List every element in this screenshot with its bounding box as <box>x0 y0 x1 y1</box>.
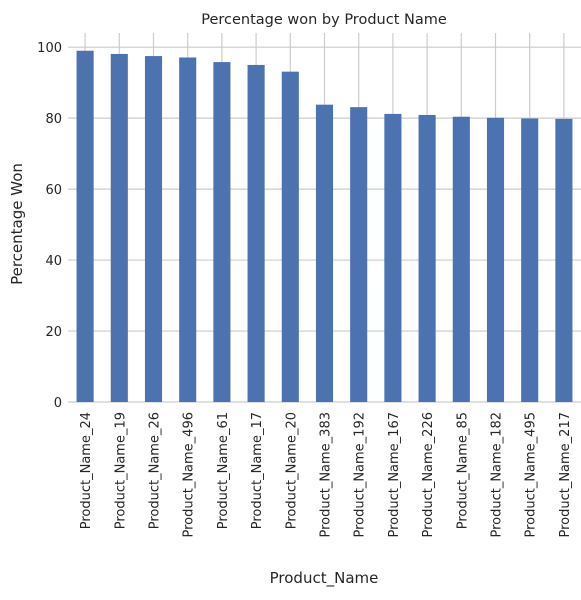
bars <box>76 50 573 403</box>
bar <box>315 104 334 403</box>
y-tick-labels: 0 20 40 60 80 100 <box>37 41 62 411</box>
bar <box>418 114 436 403</box>
bar <box>213 62 231 402</box>
x-axis-title: Product_Name <box>270 569 379 588</box>
chart-title: Percentage won by Product Name <box>201 12 447 28</box>
x-tick-label: Product_Name_20 <box>284 412 299 529</box>
x-tick-label: Product_Name_26 <box>148 412 163 529</box>
bar <box>247 64 265 403</box>
bar <box>179 57 197 403</box>
bar <box>486 117 505 402</box>
x-tick-label: Product_Name_383 <box>319 412 334 538</box>
x-tick-label: Product_Name_167 <box>387 412 402 538</box>
y-tick-label: 100 <box>37 41 62 56</box>
x-tick-label: Product_Name_192 <box>353 412 368 538</box>
y-tick-label: 20 <box>45 325 62 340</box>
bar <box>144 56 163 402</box>
x-tick-label: Product_Name_217 <box>558 412 573 538</box>
x-tick-labels: Product_Name_24 Product_Name_19 Product_Na… <box>79 412 573 538</box>
x-tick-label: Product_Name_496 <box>182 412 197 538</box>
x-tick-label: Product_Name_182 <box>490 412 505 538</box>
x-tick-label: Product_Name_495 <box>524 412 539 538</box>
x-tick-label: Product_Name_85 <box>455 412 470 529</box>
bar <box>110 53 128 402</box>
y-axis-title: Percentage Won <box>8 163 26 285</box>
bar <box>281 71 299 402</box>
bar <box>76 50 94 402</box>
x-tick-label: Product_Name_19 <box>113 412 128 529</box>
x-tick-label: Product_Name_226 <box>421 412 436 538</box>
bar <box>521 118 539 402</box>
y-tick-label: 0 <box>54 396 62 411</box>
bar <box>350 107 368 402</box>
y-tick-label: 80 <box>45 112 62 127</box>
y-tick-label: 40 <box>45 254 62 269</box>
y-tick-label: 60 <box>45 183 62 198</box>
bar <box>384 113 402 403</box>
x-tick-label: Product_Name_24 <box>79 412 94 529</box>
bar <box>452 116 470 402</box>
x-tick-label: Product_Name_17 <box>250 412 265 529</box>
x-tick-label: Product_Name_61 <box>216 412 231 529</box>
bar <box>555 118 573 402</box>
